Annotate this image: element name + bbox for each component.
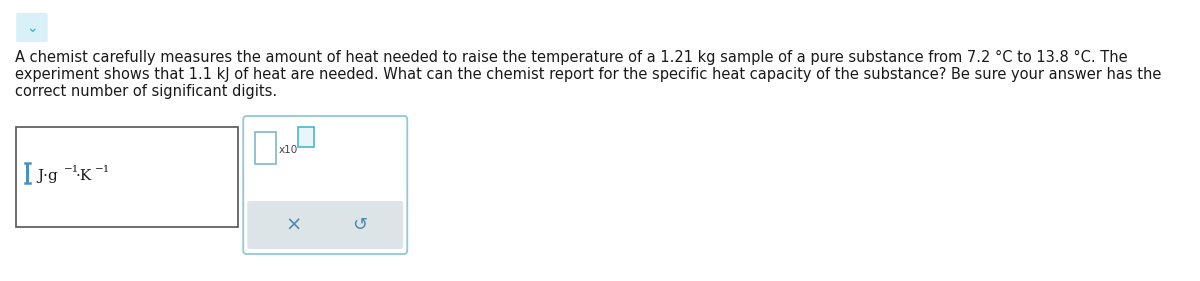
- FancyBboxPatch shape: [16, 13, 48, 42]
- Text: ↺: ↺: [353, 216, 367, 234]
- Text: experiment shows that 1.1 kJ of heat are needed. What can the chemist report for: experiment shows that 1.1 kJ of heat are…: [14, 67, 1160, 82]
- FancyBboxPatch shape: [244, 116, 407, 254]
- Bar: [254, 132, 276, 164]
- Text: ⌄: ⌄: [26, 21, 37, 35]
- Text: x10: x10: [278, 145, 298, 155]
- Text: A chemist carefully measures the amount of heat needed to raise the temperature : A chemist carefully measures the amount …: [14, 50, 1127, 65]
- Bar: [16, 127, 239, 227]
- FancyBboxPatch shape: [247, 201, 403, 249]
- Bar: [298, 127, 314, 147]
- Text: ·K: ·K: [76, 169, 92, 183]
- Text: J·g: J·g: [37, 169, 58, 183]
- Text: −1: −1: [95, 164, 110, 173]
- Text: ×: ×: [286, 216, 302, 235]
- Text: −1: −1: [64, 164, 79, 173]
- Text: correct number of significant digits.: correct number of significant digits.: [14, 84, 277, 99]
